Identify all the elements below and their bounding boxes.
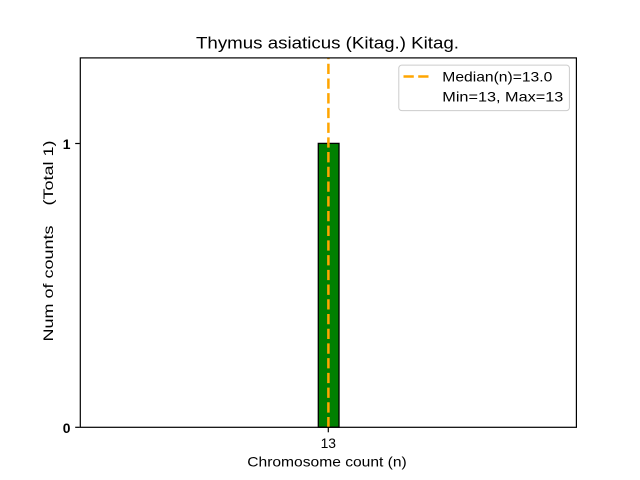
- svg-text:13: 13: [321, 435, 337, 451]
- svg-text:0: 0: [63, 420, 71, 436]
- svg-text:Num of counts (Total 1): Num of counts (Total 1): [40, 141, 56, 342]
- svg-text:Thymus asiaticus (Kitag.) Kita: Thymus asiaticus (Kitag.) Kitag.: [196, 34, 459, 53]
- svg-text:1: 1: [63, 136, 71, 152]
- svg-text:Chromosome count (n): Chromosome count (n): [247, 453, 407, 469]
- svg-text:Min=13, Max=13: Min=13, Max=13: [442, 89, 563, 105]
- svg-text:Median(n)=13.0: Median(n)=13.0: [442, 69, 552, 85]
